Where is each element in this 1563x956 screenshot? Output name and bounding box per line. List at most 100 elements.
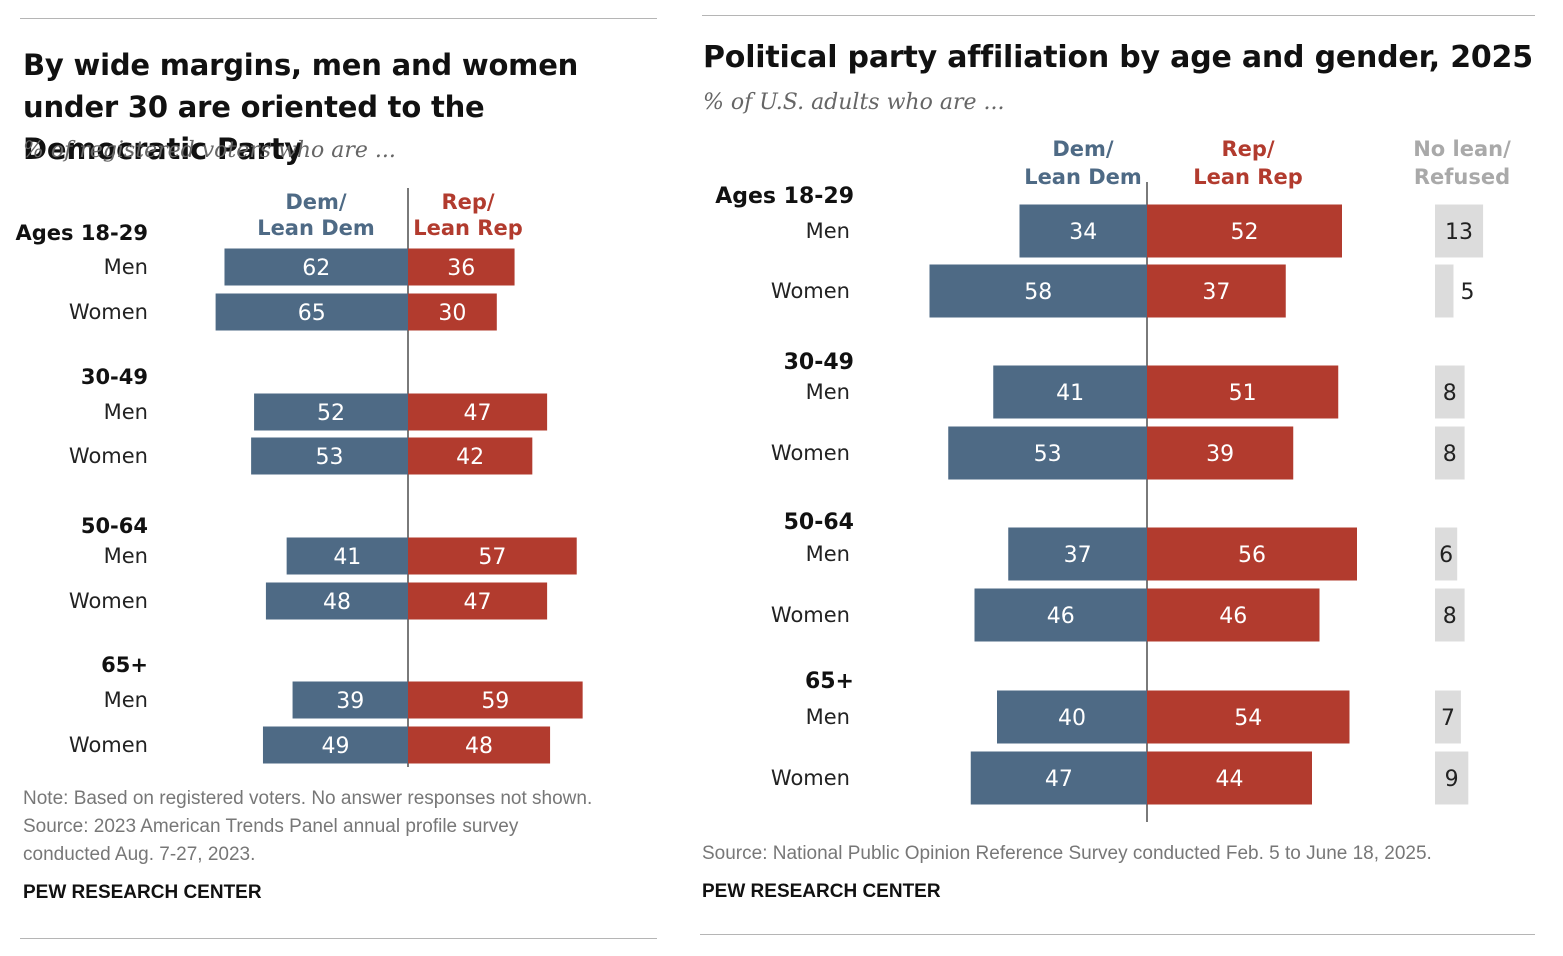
rep-bar: [1147, 264, 1286, 318]
right-bar-chart: Dem/Lean Dem Rep/Lean Rep No lean/Refused A…: [715, 137, 1511, 822]
row-label: Women: [771, 279, 850, 303]
none-value-label: 8: [1443, 442, 1457, 467]
rep-bar: [408, 393, 548, 431]
row-label: Men: [806, 380, 850, 404]
dem-value-label: 58: [1024, 280, 1052, 305]
none-value-label: 6: [1439, 543, 1453, 568]
none-bar: [1435, 527, 1458, 581]
row-label: Men: [806, 705, 850, 729]
brand-label: PEW RESEARCH CENTER: [23, 882, 262, 903]
none-bar: [1435, 690, 1461, 744]
dem-header-line-2: Lean Dem: [1024, 165, 1142, 189]
dem-value-label: 41: [1056, 381, 1084, 406]
row-label: Women: [69, 589, 148, 613]
rep-bar: [408, 726, 551, 764]
dem-bar: [215, 293, 408, 331]
note-line-2: Source: 2023 American Trends Panel annua…: [23, 816, 519, 837]
rep-header-line-1: Rep/: [1221, 137, 1274, 161]
rep-bar: [1147, 751, 1312, 805]
dem-value-label: 46: [1047, 604, 1075, 629]
top-rule: [702, 15, 1535, 16]
rep-bar: [408, 293, 497, 331]
dem-value-label: 53: [316, 445, 344, 470]
none-bar: [1435, 426, 1465, 480]
dem-bar: [224, 248, 408, 286]
none-bar: [1435, 264, 1454, 318]
dem-value-label: 65: [298, 301, 326, 326]
rep-value-label: 46: [1219, 604, 1247, 629]
bottom-rule: [20, 938, 657, 939]
dem-bar: [974, 588, 1147, 642]
dem-bar: [948, 426, 1147, 480]
chart-title: Political party affiliation by age and g…: [703, 40, 1533, 75]
group-label: 65+: [101, 653, 148, 677]
dem-bar: [997, 690, 1147, 744]
group-label: Ages 18-29: [715, 184, 854, 209]
rep-value-label: 42: [456, 445, 484, 470]
row-label: Women: [69, 300, 148, 324]
rep-value-label: 36: [447, 256, 475, 281]
rep-value-label: 37: [1202, 280, 1230, 305]
dem-value-label: 37: [1064, 543, 1092, 568]
rep-value-label: 39: [1206, 442, 1234, 467]
rep-bar: [408, 248, 515, 286]
left-bar-chart: Dem/Lean Dem Rep/Lean Rep Ages 18-29 Men 62 3…: [15, 188, 583, 767]
dem-value-label: 41: [333, 545, 361, 570]
rep-value-label: 56: [1238, 543, 1266, 568]
group-label: 50-64: [81, 514, 148, 538]
rep-bar: [1147, 527, 1357, 581]
rep-bar: [1147, 588, 1320, 642]
rep-bar: [408, 582, 548, 620]
row-label: Men: [806, 219, 850, 243]
rep-value-label: 47: [464, 590, 492, 615]
none-value-label: 9: [1445, 767, 1459, 792]
row-label: Women: [69, 733, 148, 757]
dem-value-label: 47: [1045, 767, 1073, 792]
rep-value-label: 59: [481, 689, 509, 714]
none-value-label: 13: [1445, 220, 1473, 245]
dem-bar: [993, 365, 1147, 419]
row-label: Men: [104, 688, 148, 712]
rep-value-label: 57: [478, 545, 506, 570]
group-label: 30-49: [81, 365, 148, 389]
dem-bar: [1008, 527, 1147, 581]
rep-value-label: 54: [1234, 706, 1262, 731]
none-bar: [1435, 751, 1469, 805]
none-bar: [1435, 204, 1484, 258]
none-header-line-2: Refused: [1414, 165, 1510, 189]
rep-bar: [1147, 204, 1342, 258]
none-value-label: 7: [1441, 706, 1455, 731]
rep-value-label: 44: [1216, 767, 1244, 792]
row-label: Men: [806, 542, 850, 566]
dem-value-label: 39: [336, 689, 364, 714]
top-rule: [20, 18, 657, 19]
dem-value-label: 52: [317, 401, 345, 426]
dem-value-label: 48: [323, 590, 351, 615]
bottom-rule: [700, 934, 1535, 935]
rep-header-line-2: Lean Rep: [1193, 165, 1303, 189]
rep-value-label: 51: [1229, 381, 1257, 406]
dem-header-line-1: Dem/: [1052, 137, 1114, 161]
none-bar: [1435, 588, 1465, 642]
brand-label: PEW RESEARCH CENTER: [702, 881, 941, 902]
dem-bar: [286, 537, 408, 575]
dem-bar: [292, 681, 408, 719]
rep-bar: [408, 437, 533, 475]
rep-bar: [408, 537, 577, 575]
chart-subtitle: % of U.S. adults who are ...: [703, 90, 1005, 115]
rep-bar: [1147, 426, 1294, 480]
dem-bar: [265, 582, 408, 620]
dem-bar: [251, 437, 408, 475]
dem-value-label: 34: [1069, 220, 1097, 245]
note-line-1: Note: Based on registered voters. No ans…: [23, 788, 593, 809]
dem-header-line-2: Lean Dem: [257, 216, 375, 240]
note-line-3: conducted Aug. 7-27, 2023.: [23, 844, 256, 865]
dem-bar: [970, 751, 1147, 805]
dem-bar: [1019, 204, 1147, 258]
dem-value-label: 53: [1034, 442, 1062, 467]
row-label: Women: [771, 441, 850, 465]
row-label: Men: [104, 255, 148, 279]
group-label: Ages 18-29: [15, 221, 148, 245]
dem-bar: [929, 264, 1147, 318]
dem-bar: [254, 393, 408, 431]
